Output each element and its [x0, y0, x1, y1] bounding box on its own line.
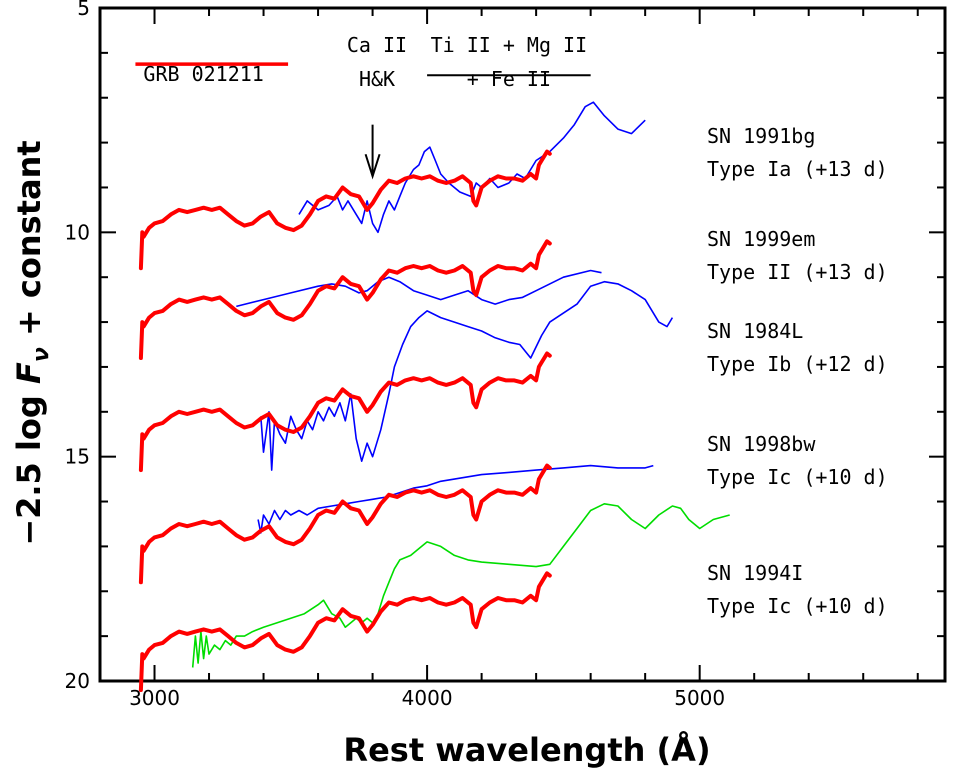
series-name-label: SN 1984L: [707, 319, 803, 343]
x-axis-title: Rest wavelength (Å): [343, 731, 710, 769]
grb-series-line: [138, 149, 552, 271]
series-type-label: Type II (+13 d): [707, 260, 888, 284]
annotation-arrow-head: [364, 153, 381, 180]
grb-series-line: [138, 351, 552, 473]
x-tick-label: 3000: [129, 686, 180, 710]
plot-frame: [98, 6, 947, 683]
series-line: [298, 101, 646, 234]
annotation-label: Ti II + Mg II: [431, 33, 588, 57]
series-line: [236, 269, 602, 308]
series-line: [260, 280, 674, 471]
y-axis-title: −2.5 log Fν + constant: [10, 140, 54, 545]
annotation-label: + Fe II: [467, 67, 551, 91]
series-type-label: Type Ic (+10 d): [707, 465, 888, 489]
y-tick-label: 5: [77, 0, 90, 20]
series-line: [257, 464, 654, 534]
x-tick-label: 4000: [402, 686, 453, 710]
x-tick-label: 5000: [674, 686, 725, 710]
grb-series-line: [138, 463, 552, 585]
annotation-label: H&K: [359, 67, 395, 91]
series-name-label: SN 1991bg: [707, 124, 815, 148]
y-tick-label: 10: [65, 220, 90, 244]
y-tick-label: 15: [65, 445, 90, 469]
annotation-label: Ca II: [347, 33, 407, 57]
y-tick-label: 20: [65, 669, 90, 693]
series-type-label: Type Ia (+13 d): [707, 157, 888, 181]
legend-label: GRB 021211: [143, 62, 263, 86]
series-type-label: Type Ib (+12 d): [707, 352, 888, 376]
series-name-label: SN 1998bw: [707, 432, 816, 456]
series-name-label: SN 1994I: [707, 561, 803, 585]
grb-series-line: [138, 571, 552, 692]
grb-series-line: [138, 239, 552, 360]
series-name-label: SN 1999em: [707, 227, 815, 251]
series-type-label: Type Ic (+10 d): [707, 594, 888, 618]
